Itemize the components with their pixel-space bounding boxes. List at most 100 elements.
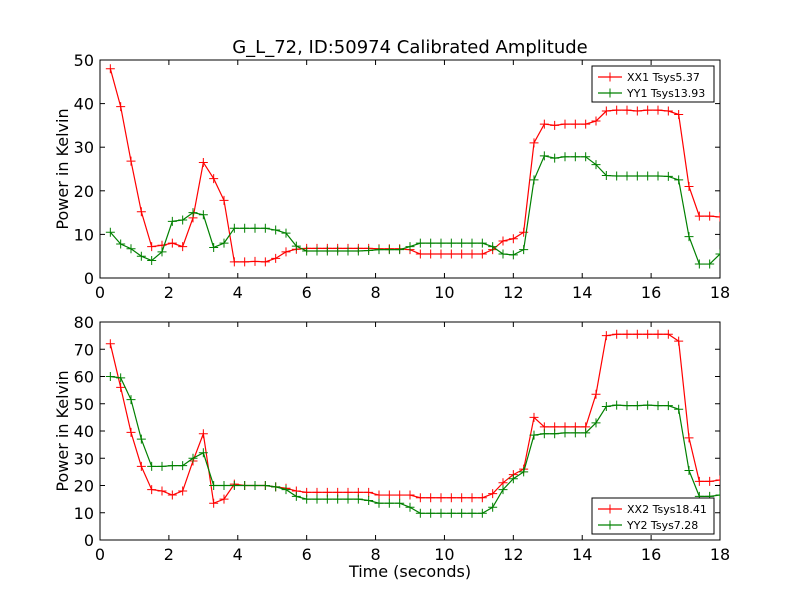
data-point-marker (632, 106, 642, 116)
x-tick-label: 4 (233, 545, 243, 564)
data-point-marker (302, 246, 312, 256)
legend: XX1 Tsys5.37 YY1 Tsys13.93 (591, 65, 715, 103)
data-point-marker (622, 105, 632, 115)
data-point-marker (601, 106, 611, 116)
data-point-marker (539, 429, 549, 439)
y-tick-label: 50 (74, 395, 94, 414)
data-point-marker (612, 400, 622, 410)
data-point-marker (291, 241, 301, 251)
data-point-marker (353, 494, 363, 504)
data-point-marker (663, 401, 673, 411)
data-point-marker (395, 245, 405, 255)
x-tick-label: 12 (503, 545, 523, 564)
data-point-marker (426, 238, 436, 248)
data-point-marker (198, 210, 208, 220)
data-point-marker (136, 251, 146, 261)
data-point-marker (240, 481, 250, 490)
data-point-marker (229, 223, 239, 233)
data-point-marker (343, 494, 353, 504)
data-point-marker (147, 242, 157, 252)
x-tick-label: 6 (302, 545, 312, 564)
data-point-marker (188, 453, 198, 463)
legend: XX2 Tsys18.41 YY2 Tsys7.28 (591, 497, 715, 535)
x-tick-label: 10 (434, 283, 454, 302)
data-point-marker (374, 498, 384, 508)
data-point-marker (684, 232, 694, 242)
data-point-marker (632, 329, 642, 339)
y-tick-label: 0 (84, 269, 94, 288)
legend-item: YY2 Tsys7.28 (598, 519, 698, 532)
data-point-marker (405, 242, 415, 252)
data-point-marker (705, 476, 715, 486)
data-point-marker (674, 404, 684, 414)
data-point-marker (643, 105, 653, 115)
data-point-marker (488, 242, 498, 252)
x-tick-label: 8 (370, 545, 380, 564)
legend-item: YY1 Tsys13.93 (598, 87, 705, 100)
data-point-marker (467, 493, 477, 503)
series-1 (105, 64, 720, 267)
data-point-marker (705, 211, 715, 221)
data-point-marker (519, 245, 529, 255)
data-point-marker (302, 494, 312, 504)
data-point-marker (632, 171, 642, 181)
y-tick-label: 10 (74, 225, 94, 244)
legend-item: XX1 Tsys5.37 (598, 71, 700, 84)
data-point-marker (364, 495, 374, 505)
data-point-marker (209, 174, 219, 184)
data-point-marker (622, 171, 632, 181)
data-point-marker (395, 490, 405, 500)
data-point-marker (281, 247, 291, 257)
data-point-marker (147, 256, 157, 266)
data-point-marker (694, 259, 704, 269)
legend-frame (591, 65, 715, 103)
data-point-marker (126, 244, 136, 254)
data-point-marker (539, 151, 549, 161)
data-point-marker (312, 246, 322, 256)
data-point-marker (136, 207, 146, 217)
data-point-marker (529, 430, 539, 440)
legend-label: XX1 Tsys5.37 (627, 71, 700, 84)
subplot-1: 0 2 4 6 8 10 12 14 16 18 0 10 20 30 40 50 Power in Kelvi… (53, 51, 730, 302)
data-point-marker (498, 485, 508, 495)
y-tick-label: 0 (84, 531, 94, 550)
x-tick-label: 6 (302, 283, 312, 302)
data-point-marker (643, 329, 653, 339)
data-point-marker (126, 427, 136, 437)
data-point-marker (126, 395, 136, 405)
x-tick-label: 2 (164, 283, 174, 302)
x-tick-label: 18 (710, 545, 730, 564)
data-point-marker (198, 448, 208, 458)
data-point-marker (198, 429, 208, 439)
data-point-marker (229, 257, 239, 267)
data-point-marker (167, 461, 177, 471)
data-point-marker (281, 485, 291, 495)
y-tick-label: 30 (74, 138, 94, 157)
data-point-marker (436, 493, 446, 503)
data-point-marker (653, 171, 663, 181)
data-point-marker (147, 485, 157, 495)
data-point-marker (705, 259, 715, 269)
data-point-marker (312, 494, 322, 504)
legend-frame (591, 497, 715, 535)
data-point-marker (643, 400, 653, 410)
y-tick-label: 20 (74, 477, 94, 496)
data-point-marker (436, 238, 446, 248)
data-point-marker (291, 491, 301, 501)
data-point-marker (384, 490, 394, 500)
data-point-marker (601, 401, 611, 411)
data-point-marker (477, 493, 487, 503)
x-tick-label: 0 (95, 545, 105, 564)
data-point-marker (178, 486, 188, 496)
data-point-marker (374, 490, 384, 500)
data-point-marker (116, 239, 126, 249)
x-tick-label: 14 (572, 283, 592, 302)
data-point-marker (457, 249, 467, 259)
data-point-marker (240, 223, 250, 233)
data-point-marker (105, 64, 115, 74)
data-point-marker (674, 110, 684, 119)
data-point-marker (271, 253, 281, 263)
data-point-marker (105, 227, 115, 237)
x-tick-label: 18 (710, 283, 730, 302)
x-tick-label: 16 (641, 283, 661, 302)
